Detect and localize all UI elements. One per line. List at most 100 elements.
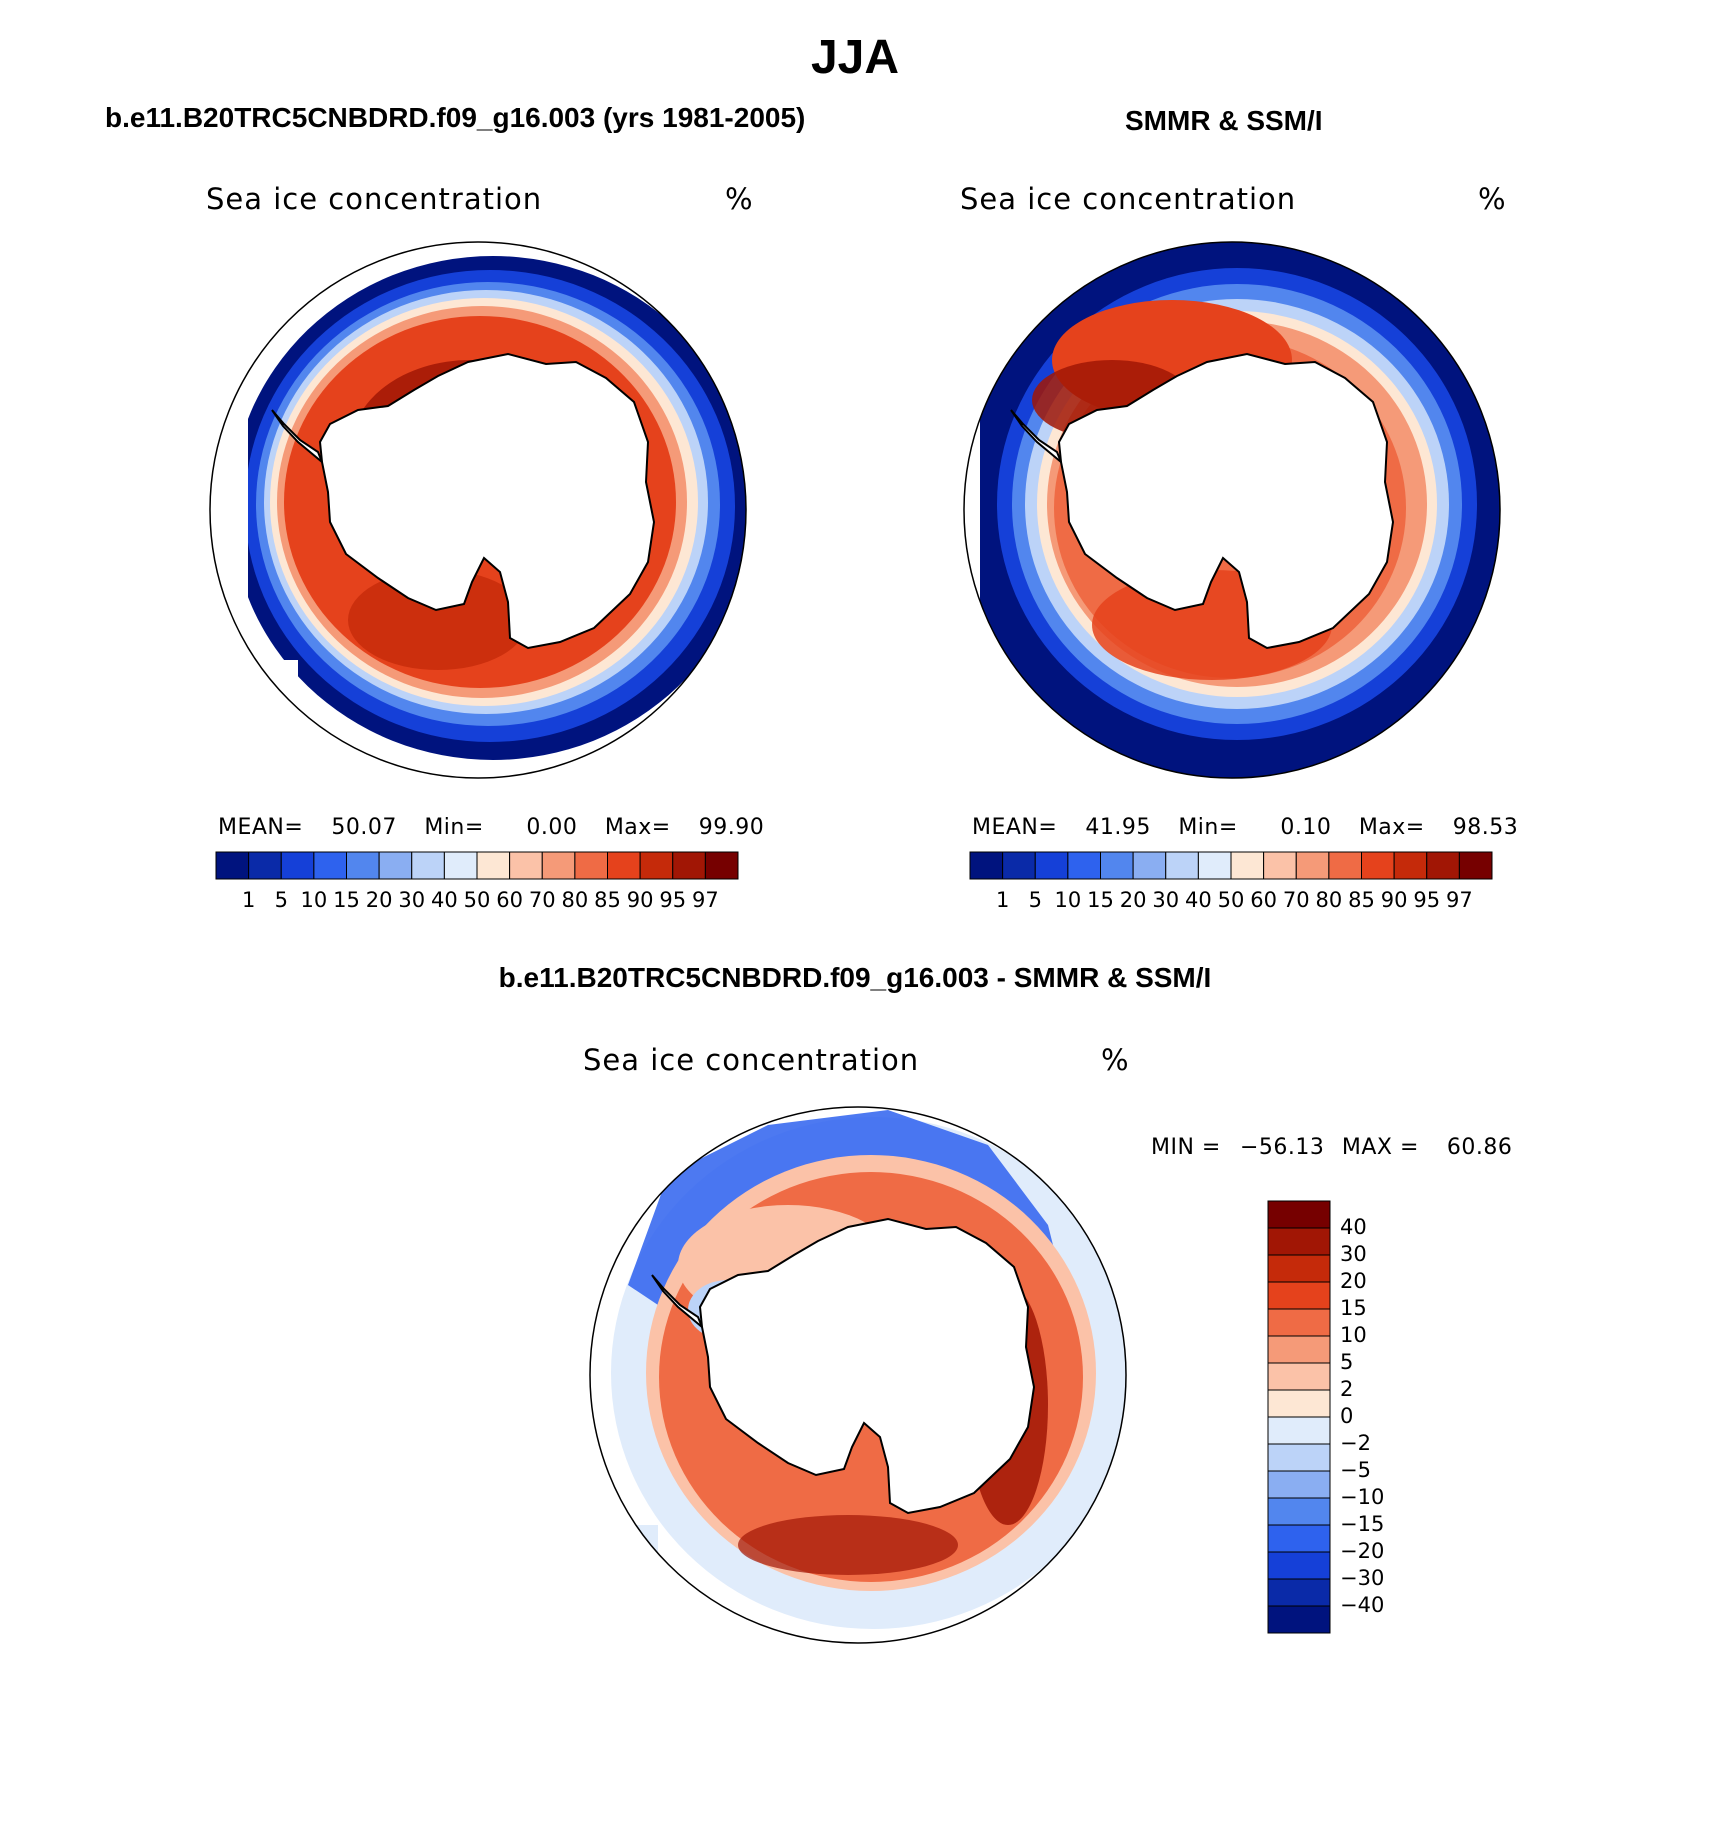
- obs-mean-label: MEAN=: [972, 815, 1058, 840]
- model-colorbar-swatch: [248, 851, 282, 880]
- obs-colorbar-swatch: [1458, 851, 1493, 880]
- diff-colorbar-swatch: [1267, 1362, 1331, 1391]
- diff-colorbar-tick-label: 0: [1340, 1404, 1354, 1428]
- model-colorbar-swatch: [215, 851, 250, 880]
- obs-colorbar-swatch: [1197, 851, 1232, 880]
- obs-colorbar-swatch: [1295, 851, 1330, 880]
- obs-colorbar-tick-label: 20: [1119, 888, 1147, 912]
- obs-colorbar-swatch: [1067, 851, 1101, 880]
- model-colorbar-swatch: [704, 851, 739, 880]
- obs-colorbar-tick-label: 1: [995, 888, 1010, 912]
- model-colorbar-swatch: [313, 851, 347, 880]
- obs-colorbar-tick-label: 90: [1380, 888, 1408, 912]
- model-colorbar-swatch: [639, 851, 674, 880]
- model-colorbar-tick-label: 95: [659, 888, 687, 912]
- diff-min-value: −56.13: [1239, 1135, 1325, 1160]
- model-colorbar-swatch: [476, 851, 511, 880]
- model-variable-label: Sea ice concentration: [206, 182, 543, 216]
- model-colorbar: [215, 851, 739, 880]
- obs-panel-title: SMMR & SSM/I: [1125, 105, 1323, 136]
- obs-colorbar: [969, 851, 1493, 880]
- diff-colorbar-swatch: [1267, 1200, 1331, 1229]
- obs-colorbar-swatch: [1263, 851, 1297, 880]
- obs-colorbar-ticks: 1 5 10 15 20 30 40 50 60 70 80 85 90 95 97: [970, 888, 1492, 914]
- obs-colorbar-tick-label: 5: [1028, 888, 1042, 912]
- diff-units-label: %: [1101, 1043, 1130, 1077]
- obs-colorbar-tick-label: 40: [1185, 888, 1212, 912]
- model-min-label: Min=: [424, 815, 484, 840]
- model-min-value: 0.00: [526, 815, 578, 840]
- main-title: JJA: [810, 31, 900, 84]
- obs-colorbar-swatch: [1034, 851, 1069, 880]
- diff-colorbar-tick-label: −30: [1340, 1566, 1385, 1590]
- diff-colorbar-swatch: [1267, 1389, 1331, 1418]
- obs-variable-label: Sea ice concentration: [960, 182, 1297, 216]
- diff-colorbar-swatch: [1267, 1578, 1331, 1607]
- diff-colorbar-swatch: [1267, 1416, 1331, 1445]
- difference-colorbar: [1267, 1200, 1331, 1634]
- model-colorbar-swatch: [443, 851, 478, 880]
- model-colorbar-swatch: [672, 851, 706, 880]
- model-colorbar-swatch: [509, 851, 543, 880]
- model-colorbar-swatch: [541, 851, 576, 880]
- model-colorbar-swatch: [280, 851, 315, 880]
- diff-colorbar-tick-label: −20: [1340, 1539, 1385, 1563]
- model-colorbar-tick-label: 90: [626, 888, 654, 912]
- model-colorbar-tick-label: 40: [431, 888, 458, 912]
- obs-colorbar-swatch: [1002, 851, 1036, 880]
- diff-colorbar-swatch: [1267, 1605, 1331, 1634]
- diff-colorbar-swatch: [1267, 1308, 1331, 1337]
- obs-colorbar-swatch: [1132, 851, 1167, 880]
- obs-max-label: Max=: [1358, 815, 1425, 840]
- model-colorbar-tick-label: 10: [300, 888, 328, 912]
- model-mean-value: 50.07: [331, 815, 397, 840]
- diff-min-label: MIN =: [1151, 1135, 1221, 1160]
- diff-colorbar-swatch: [1267, 1227, 1331, 1256]
- obs-colorbar-tick-label: 15: [1087, 888, 1114, 912]
- obs-colorbar-swatch: [1426, 851, 1460, 880]
- model-colorbar-tick-label: 30: [398, 888, 426, 912]
- diff-max-label: MAX =: [1341, 1135, 1419, 1160]
- model-colorbar-swatch: [607, 851, 641, 880]
- obs-polar-map: [963, 241, 1501, 779]
- diff-colorbar-swatch: [1267, 1524, 1331, 1553]
- obs-colorbar-tick-label: 60: [1250, 888, 1277, 912]
- model-panel-title: b.e11.B20TRC5CNBDRD.f09_g16.003 (yrs 198…: [105, 102, 806, 133]
- obs-colorbar-swatch: [1393, 851, 1428, 880]
- obs-colorbar-swatch: [1100, 851, 1134, 880]
- model-colorbar-tick-label: 60: [496, 888, 523, 912]
- diff-colorbar-swatch: [1267, 1551, 1331, 1580]
- model-colorbar-tick-label: 80: [561, 888, 589, 912]
- diff-colorbar-swatch: [1267, 1281, 1331, 1310]
- model-units-label: %: [725, 182, 754, 216]
- obs-colorbar-swatch: [1328, 851, 1362, 880]
- obs-min-value: 0.10: [1280, 815, 1332, 840]
- model-stats: MEAN= 50.07 Min= 0.00 Max= 99.90: [218, 815, 764, 840]
- diff-colorbar-tick-label: −40: [1340, 1593, 1385, 1617]
- model-colorbar-ticks: 1 5 10 15 20 30 40 50 60 70 80 85 90 95 97: [216, 888, 738, 914]
- model-colorbar-swatch: [574, 851, 608, 880]
- diff-colorbar-tick-label: 40: [1340, 1215, 1367, 1239]
- model-max-value: 99.90: [698, 815, 765, 840]
- diff-colorbar-tick-label: 2: [1340, 1377, 1354, 1401]
- obs-colorbar-swatch: [1165, 851, 1199, 880]
- diff-stats: MIN = −56.13 MAX = 60.86: [1151, 1135, 1512, 1160]
- model-mean-label: MEAN=: [218, 815, 304, 840]
- obs-colorbar-tick-label: 97: [1446, 888, 1473, 912]
- obs-min-label: Min=: [1178, 815, 1238, 840]
- model-colorbar-tick-label: 97: [692, 888, 719, 912]
- diff-colorbar-tick-label: 10: [1340, 1323, 1367, 1347]
- model-colorbar-tick-label: 85: [594, 888, 621, 912]
- diff-colorbar-tick-label: 15: [1340, 1296, 1367, 1320]
- obs-colorbar-tick-label: 30: [1152, 888, 1180, 912]
- obs-colorbar-tick-label: 85: [1348, 888, 1375, 912]
- difference-polar-map: [589, 1106, 1127, 1644]
- diff-variable-label: Sea ice concentration: [583, 1043, 920, 1077]
- diff-colorbar-swatch: [1267, 1497, 1331, 1526]
- diff-colorbar-tick-label: 5: [1340, 1350, 1354, 1374]
- model-colorbar-tick-label: 15: [333, 888, 360, 912]
- diff-colorbar-swatch: [1267, 1254, 1331, 1283]
- obs-units-label: %: [1478, 182, 1507, 216]
- obs-mean-value: 41.95: [1085, 815, 1151, 840]
- obs-max-value: 98.53: [1452, 815, 1519, 840]
